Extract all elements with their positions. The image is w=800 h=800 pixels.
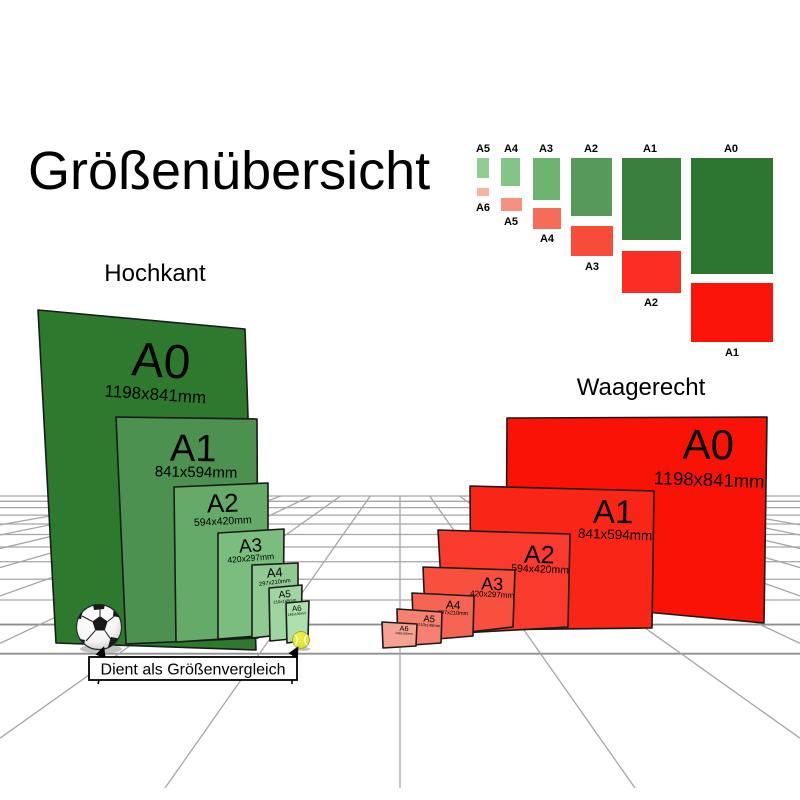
portrait-panel-a1-dims: 841x594mm: [155, 463, 238, 481]
landscape-panel-a4-dims: 297x210mm: [438, 610, 469, 618]
tennis-ball-icon: [292, 631, 311, 651]
caption-text: Dient als Größenvergleich: [101, 662, 286, 679]
caption-callout: Dient als Größenvergleich: [88, 646, 299, 685]
portrait-panel-a4-label: A4: [266, 564, 283, 580]
legend-green-a3: [533, 158, 560, 200]
tennis-ball-body: [292, 631, 310, 649]
legend-red-a3: [571, 226, 613, 256]
landscape-panel-a6-label: A6: [399, 624, 409, 633]
legend-green-a0: [691, 158, 773, 274]
portrait-panel-a0-label: A0: [130, 333, 192, 390]
portrait-panel-a2-label: A2: [206, 487, 239, 518]
tennis-ball-seam: [304, 634, 308, 646]
portrait-stack: A0 1198x841mm A1 841x594mm A2 594x420mm …: [37, 309, 310, 651]
legend-green-a4-label: A4: [504, 143, 519, 155]
landscape-panel-a6: [381, 621, 418, 649]
caption-box: [88, 656, 298, 681]
portrait-panel-a3-label: A3: [238, 535, 263, 558]
size-legend: A5 A4 A3 A2 A1 A0 A6 A5 A4 A3 A2 A1: [476, 143, 773, 359]
landscape-panel-a0-dims: 1198x841mm: [654, 467, 765, 492]
legend-green-a1: [622, 158, 681, 240]
page-title: Größenübersicht: [28, 141, 430, 201]
portrait-panel-a5-dims: 210x148mm: [273, 597, 297, 604]
legend-green-a2-label: A2: [584, 143, 598, 155]
legend-red-a4-label: A4: [540, 233, 555, 245]
portrait-panel-a3-dims: 420x297mm: [227, 551, 274, 565]
landscape-panel-a5-label: A5: [423, 614, 435, 626]
portrait-panel-a1-label: A1: [170, 428, 217, 471]
tennis-ball-seam: [294, 634, 298, 646]
legend-green-a1-label: A1: [643, 143, 657, 155]
landscape-panel-a2-label: A2: [524, 540, 556, 569]
landscape-panel-a5-dims: 210x148mm: [418, 622, 441, 629]
portrait-section-label: Hochkant: [104, 260, 206, 287]
landscape-panel-a2-dims: 594x420mm: [511, 562, 569, 576]
legend-green-a2: [571, 158, 612, 216]
portrait-panel-a6-dims: 148x105mm: [287, 611, 306, 617]
legend-green-a0-label: A0: [724, 143, 738, 155]
legend-green-a5-label: A5: [476, 143, 490, 155]
legend-red-a5-label: A5: [504, 216, 518, 228]
legend-red-a3-label: A3: [585, 261, 599, 273]
legend-red-a6-label: A6: [476, 202, 490, 214]
legend-red-a2: [622, 251, 681, 293]
landscape-panel-a1-dims: 841x594mm: [578, 526, 653, 544]
landscape-panel-a0-label: A0: [682, 421, 734, 469]
grid-line: [0, 495, 222, 550]
landscape-panel-a1-label: A1: [593, 493, 634, 531]
landscape-panel-a3-dims: 420x297mm: [470, 589, 515, 600]
legend-red-a1: [691, 283, 773, 342]
portrait-panel-a2-dims: 594x420mm: [194, 514, 253, 529]
legend-green-a5: [477, 158, 489, 178]
legend-red-a6: [477, 188, 489, 196]
landscape-stack: A0 1198x841mm A1 841x594mm A2 594x420mm …: [381, 416, 768, 649]
legend-red-a1-label: A1: [725, 347, 739, 359]
landscape-panel-a4-label: A4: [446, 598, 462, 613]
landscape-panel-a3-label: A3: [481, 574, 504, 595]
portrait-panel-a4-dims: 297x210mm: [259, 578, 292, 588]
grid-line: [578, 495, 800, 550]
legend-red-a5: [501, 198, 522, 211]
landscape-panel-a6-dims: 148x105mm: [395, 631, 413, 636]
legend-green-a4: [501, 158, 520, 186]
legend-red-a2-label: A2: [644, 297, 658, 309]
legend-green-a3-label: A3: [539, 143, 553, 155]
portrait-panel-a5-label: A5: [278, 589, 292, 601]
landscape-section-label: Waagerecht: [577, 374, 706, 401]
portrait-panel-a6-label: A6: [292, 604, 303, 614]
legend-red-a4: [533, 208, 561, 229]
grid-line: [164, 495, 371, 789]
